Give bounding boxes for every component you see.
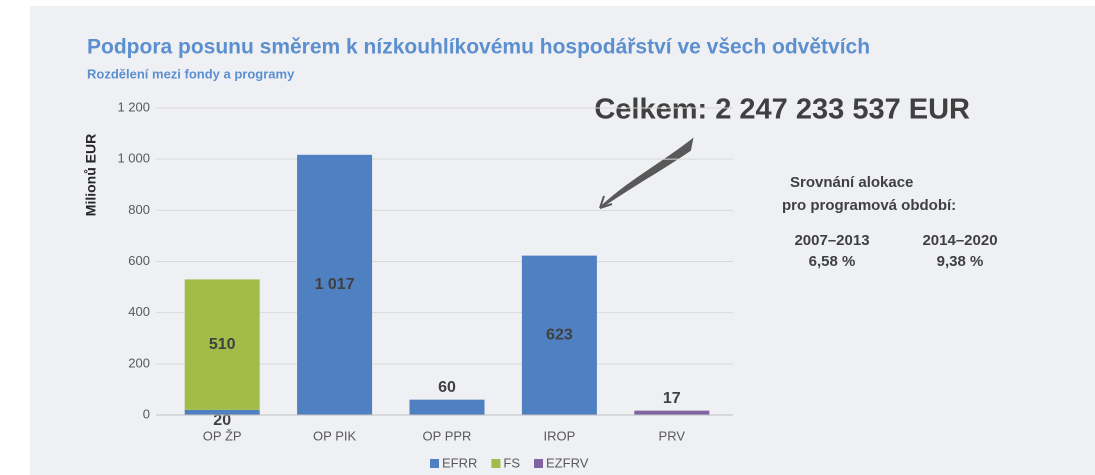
data-label: 20 xyxy=(213,412,231,429)
legend-label: FS xyxy=(503,455,520,470)
bar-segment xyxy=(634,410,710,415)
data-label: 510 xyxy=(209,336,236,353)
arrow-head xyxy=(599,195,613,209)
y-tick-label: 200 xyxy=(128,355,150,370)
legend-label: EZFRV xyxy=(546,455,589,470)
legend-swatch xyxy=(430,459,439,468)
period: 2007–2013 xyxy=(794,232,869,249)
top-strip xyxy=(0,0,1095,6)
bar-segment xyxy=(521,255,597,415)
y-tick-label: 1 000 xyxy=(117,151,150,166)
x-tick-label: IROP xyxy=(544,428,576,443)
y-tick-label: 400 xyxy=(128,304,150,319)
data-label: 60 xyxy=(438,379,456,396)
data-label: 1 017 xyxy=(315,276,355,293)
x-tick-label: OP ŽP xyxy=(203,428,242,443)
comparison-heading: pro programová období: xyxy=(782,197,956,214)
data-label: 17 xyxy=(663,390,681,407)
chart-title: Podpora posunu směrem k nízkouhlíkovému … xyxy=(87,36,870,59)
data-label: 623 xyxy=(546,327,573,344)
legend-swatch xyxy=(534,459,544,468)
comparison-heading: Srovnání alokace xyxy=(790,174,913,191)
annotation: Celkem: 2 247 233 537 EUR xyxy=(594,94,970,126)
y-axis-label: Milionů EUR xyxy=(83,134,99,216)
y-tick-label: 800 xyxy=(128,202,150,217)
y-tick-label: 1 200 xyxy=(117,99,150,114)
period-value: 6,58 % xyxy=(809,253,856,270)
legend-swatch xyxy=(491,459,501,468)
y-tick-label: 0 xyxy=(143,406,150,421)
x-tick-label: OP PPR xyxy=(423,428,472,443)
bar-segment xyxy=(297,154,373,415)
period: 2014–2020 xyxy=(922,232,997,249)
x-tick-label: OP PIK xyxy=(313,428,356,443)
y-tick-label: 600 xyxy=(128,253,150,268)
bar-segment xyxy=(184,409,260,415)
bar-segment xyxy=(409,399,485,415)
period-value: 9,38 % xyxy=(937,253,984,270)
legend-label: EFRR xyxy=(442,455,477,470)
chart-subtitle: Rozdělení mezi fondy a programy xyxy=(87,66,295,81)
x-tick-label: PRV xyxy=(659,428,686,443)
bar-segment xyxy=(184,279,260,410)
